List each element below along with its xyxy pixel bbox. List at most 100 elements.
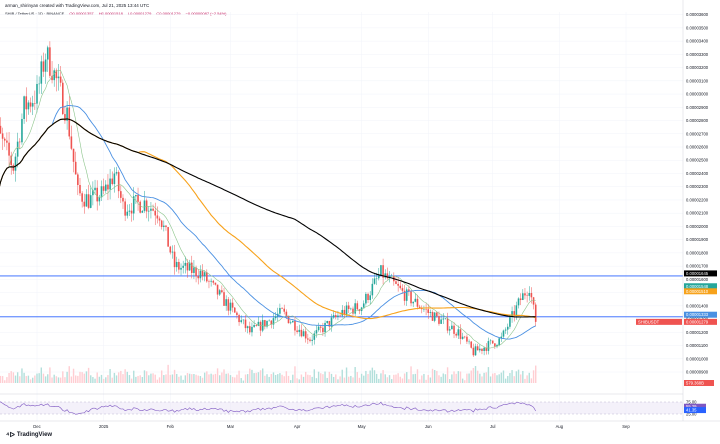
ma-70-line (0, 118, 536, 320)
volume-bar (500, 372, 503, 383)
candle-body (304, 331, 307, 339)
price-tag-label: 0.00001645 (686, 271, 709, 276)
candle-body (315, 330, 318, 334)
volume-bar (459, 371, 462, 383)
candle-body (109, 178, 111, 190)
rsi-pane[interactable]: 75.00 25.00 (0, 393, 697, 417)
volume-bar (390, 379, 393, 383)
volume-bar (242, 380, 245, 383)
volume-bar (6, 377, 8, 383)
volume-bar (479, 373, 481, 383)
candle-body (455, 333, 457, 336)
candle-body (362, 303, 365, 308)
volume-bar (476, 370, 479, 383)
candle-body (373, 278, 376, 284)
price-axis[interactable]: 0.00003600 0.00003500 0.00003400 0.00003300… (682, 0, 709, 421)
volume-bar (49, 367, 51, 383)
volume-bar (513, 376, 515, 383)
volume-bar (401, 378, 404, 383)
volume-bar (345, 367, 348, 383)
symbol-title[interactable]: SHIB / TetherUS · 1D · BINANCE (5, 11, 65, 16)
candle-body (249, 326, 251, 333)
time-tick-label: Aug (556, 424, 564, 429)
candle-body (139, 201, 141, 213)
horizontal-levels[interactable] (0, 275, 683, 318)
volume-bar (464, 380, 466, 383)
volume-bar (532, 370, 535, 383)
volume-bar (120, 370, 122, 383)
volume-bar (143, 370, 146, 383)
candle-body (451, 325, 453, 330)
tradingview-logo-text: TradingView (16, 432, 53, 438)
volume-bar (438, 375, 440, 383)
volume-bar (1, 376, 4, 383)
volume-bar (98, 376, 101, 383)
candle-body (283, 308, 286, 312)
candle-body (74, 161, 77, 175)
volume-bar (285, 371, 288, 383)
candle-body (173, 251, 176, 268)
candle-body (227, 299, 230, 311)
volume-bar (309, 375, 311, 383)
candle-body (195, 267, 197, 277)
candle-body (150, 208, 152, 211)
volume-bar (221, 372, 223, 383)
volume-bar (107, 375, 109, 383)
volume-bar (320, 373, 322, 383)
volume-bar (216, 368, 219, 383)
candle-body (130, 210, 133, 214)
volume-bar (163, 375, 165, 383)
volume-bar (526, 375, 528, 383)
candle-body (160, 220, 163, 227)
candle-body (352, 308, 354, 314)
volume-bar (21, 368, 23, 383)
candle-body (81, 193, 83, 202)
volume-bar (141, 376, 144, 383)
candle-body (526, 295, 528, 296)
candle-body (289, 322, 292, 324)
candle-body (208, 281, 210, 282)
time-axis[interactable]: Dec 2025 Feb Mar Apr May Jun Jul Aug Sep (0, 420, 720, 429)
candle-body (468, 341, 470, 343)
volume-bar (72, 368, 75, 383)
candle-body (444, 318, 447, 319)
candle-body (343, 309, 346, 315)
volume-bar (74, 375, 77, 383)
candle-body (397, 283, 399, 286)
candle-body (399, 285, 402, 289)
volume-bar (363, 375, 365, 383)
candle-body (31, 103, 34, 107)
volume-bar (64, 377, 66, 383)
candle-body (420, 308, 423, 310)
candle-body (466, 336, 468, 342)
candle-body (23, 96, 25, 119)
volume-bar (375, 373, 378, 383)
candle-body (463, 336, 466, 338)
time-tick-label: Feb (167, 424, 175, 429)
candle-body (201, 270, 204, 277)
price-tick-label: 0.00001800 (686, 250, 709, 255)
volume-bar (83, 373, 85, 383)
volume-bar (34, 375, 36, 383)
volume-bar (530, 378, 533, 383)
candle-body (212, 280, 215, 283)
volume-bar (502, 370, 505, 383)
price-tick-label: 0.00002500 (686, 158, 709, 163)
candle-body (165, 225, 167, 228)
candle-body (264, 320, 266, 327)
candle-body (64, 114, 66, 121)
candle-body (197, 276, 200, 279)
volume-bar (246, 374, 249, 383)
volume-bar (332, 376, 335, 383)
volume-bar (23, 372, 25, 383)
volume-bar (154, 374, 156, 383)
volume-bar (188, 373, 191, 383)
candle-body (511, 311, 513, 318)
candle-body (8, 142, 10, 156)
price-tag (684, 318, 717, 325)
volume-bar (87, 367, 90, 383)
volume-bar (197, 375, 199, 383)
candle-body (156, 215, 159, 219)
volume-bar (195, 374, 197, 383)
